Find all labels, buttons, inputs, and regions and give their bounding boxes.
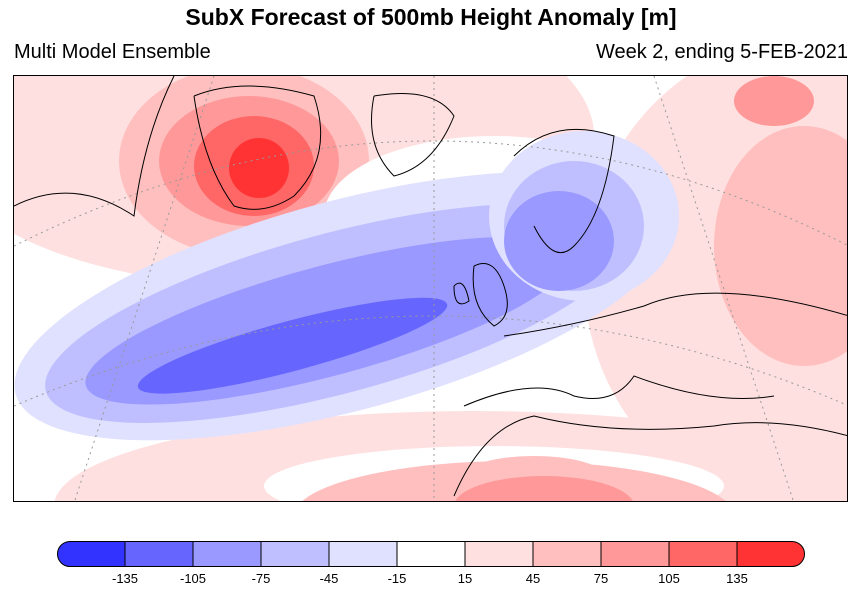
anomaly-region-scandinavia-neg75	[504, 191, 614, 291]
colorbar-segment	[57, 541, 126, 567]
colorbar-tick-label: -135	[111, 571, 139, 586]
colorbar-tick-label: 135	[726, 571, 748, 586]
anomaly-map	[13, 75, 848, 502]
colorbar-segment	[260, 541, 330, 567]
colorbar-tick-label: -45	[319, 571, 339, 586]
anomaly-field	[14, 76, 847, 501]
colorbar-segment	[736, 541, 805, 567]
colorbar-segment	[668, 541, 738, 567]
model-label: Multi Model Ensemble	[14, 41, 211, 63]
valid-period-label: Week 2, ending 5-FEB-2021	[595, 41, 848, 63]
colorbar-segment	[396, 541, 466, 567]
colorbar-tick-label: -15	[387, 571, 407, 586]
anomaly-region-east-75	[734, 76, 814, 126]
colorbar-segment	[192, 541, 262, 567]
colorbar-segment	[328, 541, 398, 567]
colorbar-tick-label: 105	[658, 571, 680, 586]
coastlines	[14, 76, 847, 497]
colorbar-labels: -135 -105 -75 -45 -15 15 45 75 105 135	[0, 571, 862, 591]
map-title: SubX Forecast of 500mb Height Anomaly [m…	[185, 4, 677, 30]
anomaly-region-atlantic-neg105	[137, 297, 448, 394]
colorbar	[57, 541, 805, 567]
colorbar-tick-label: 45	[525, 571, 541, 586]
colorbar-tick-label: 15	[457, 571, 473, 586]
colorbar-segment	[600, 541, 670, 567]
colorbar-segment	[532, 541, 602, 567]
anomaly-region-greenland-135	[229, 138, 289, 198]
colorbar-tick-label: 75	[593, 571, 609, 586]
colorbar-tick-label: -105	[179, 571, 207, 586]
colorbar-tick-label: -75	[251, 571, 271, 586]
colorbar-segment	[124, 541, 194, 567]
colorbar-segment	[464, 541, 534, 567]
graticule-lines	[14, 76, 847, 501]
anomaly-region-south-75	[455, 476, 633, 501]
